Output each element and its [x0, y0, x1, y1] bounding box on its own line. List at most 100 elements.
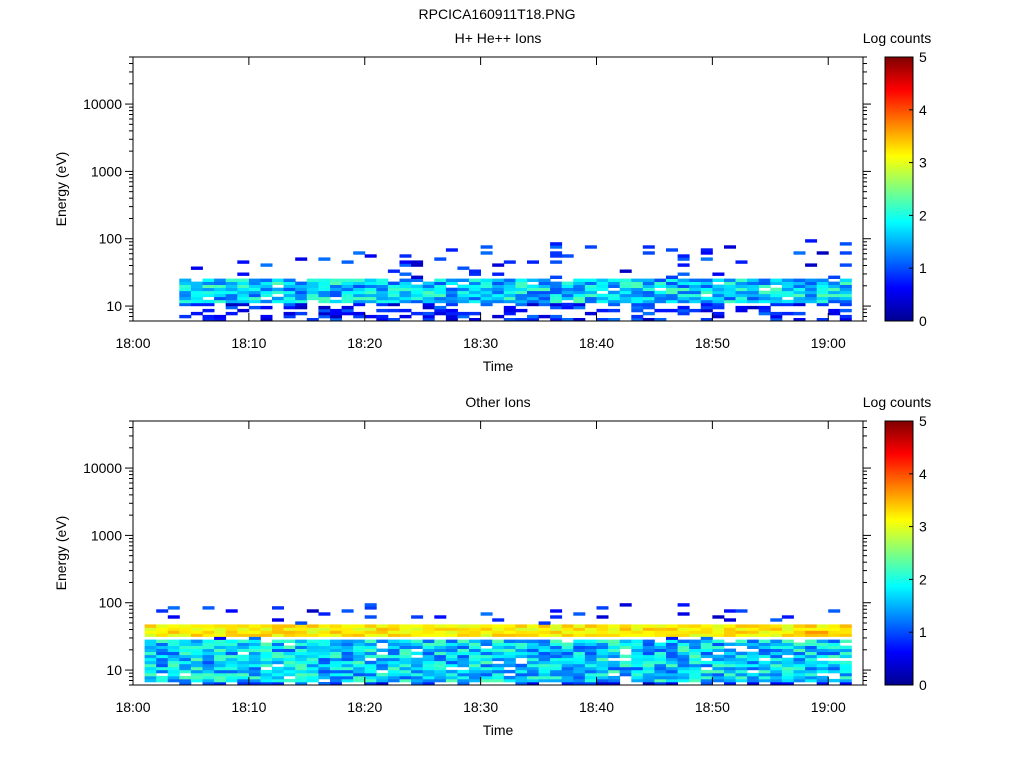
- spectrogram-cell: [167, 630, 180, 634]
- spectrogram-cell: [422, 287, 435, 292]
- spectrogram-cell: [631, 660, 644, 665]
- spectrogram-cell: [619, 630, 632, 634]
- spectrogram-cell: [654, 645, 667, 649]
- spectrogram-cell: [619, 284, 632, 288]
- spectrogram-cell: [399, 648, 412, 652]
- spectrogram-cell: [642, 666, 655, 671]
- spectrogram-cell: [596, 633, 609, 637]
- y-tick-label: 10: [106, 662, 122, 678]
- spectrogram-cell: [689, 657, 702, 662]
- spectrogram-cell: [353, 293, 366, 298]
- spectrogram-cell: [422, 293, 435, 298]
- spectrogram-cell: [283, 627, 296, 631]
- spectrogram-cell: [619, 672, 632, 677]
- spectrogram-cell: [260, 669, 273, 674]
- spectrogram-cell: [434, 648, 447, 652]
- spectrogram-cell: [596, 615, 609, 619]
- spectrogram-cell: [480, 651, 493, 656]
- spectrogram-cell: [237, 284, 250, 288]
- y-axis-label: Energy (eV): [53, 516, 69, 591]
- spectrogram-cell: [619, 660, 632, 665]
- spectrogram-cell: [781, 627, 794, 631]
- spectrogram-cell: [596, 648, 609, 652]
- spectrogram-cell: [724, 669, 736, 674]
- spectrogram-cell: [631, 648, 644, 652]
- spectrogram-cell: [608, 642, 621, 646]
- spectrogram-cell: [283, 296, 296, 301]
- spectrogram-cell: [202, 627, 215, 631]
- spectrogram-cell: [666, 281, 678, 285]
- spectrogram-cell: [828, 281, 841, 285]
- spectrogram-cell: [677, 272, 690, 276]
- spectrogram-cell: [677, 648, 690, 652]
- spectrogram-cell: [666, 648, 678, 652]
- spectrogram-cell: [654, 663, 667, 668]
- spectrogram-cell: [596, 287, 609, 292]
- spectrogram-cell: [387, 654, 400, 659]
- spectrogram-cell: [202, 287, 215, 292]
- spectrogram-cell: [619, 299, 632, 304]
- spectrogram-cell: [214, 672, 227, 677]
- spectrogram-cell: [469, 642, 481, 646]
- spectrogram-cell: [527, 296, 539, 301]
- spectrogram-cell: [272, 651, 284, 656]
- spectrogram-cell: [445, 633, 458, 637]
- spectrogram-cell: [770, 639, 783, 643]
- spectrogram-cell: [260, 293, 273, 298]
- spectrogram-cell: [306, 669, 319, 674]
- spectrogram-cell: [700, 248, 713, 252]
- spectrogram-cell: [167, 627, 180, 631]
- spectrogram-cell: [445, 293, 458, 298]
- spectrogram-cell: [839, 654, 852, 659]
- spectrogram-cell: [457, 675, 470, 680]
- spectrogram-cell: [144, 630, 157, 634]
- spectrogram-cell: [527, 627, 539, 631]
- spectrogram-cell: [747, 296, 760, 301]
- spectrogram-cell: [770, 666, 783, 671]
- spectrogram-cell: [712, 305, 725, 310]
- spectrogram-cell: [399, 669, 412, 674]
- spectrogram-cell: [156, 669, 169, 674]
- spectrogram-cell: [306, 296, 319, 301]
- spectrogram-cell: [353, 648, 366, 652]
- spectrogram-cell: [584, 678, 597, 683]
- spectrogram-cell: [248, 624, 261, 628]
- spectrogram-cell: [214, 284, 227, 288]
- spectrogram-cell: [434, 293, 447, 298]
- spectrogram-cell: [272, 278, 284, 282]
- spectrogram-cell: [735, 260, 748, 264]
- spectrogram-cell: [469, 630, 481, 634]
- spectrogram-cell: [376, 296, 389, 301]
- spectrogram-cell: [469, 678, 481, 683]
- spectrogram-cell: [272, 281, 284, 285]
- spectrogram-cell: [457, 645, 470, 649]
- spectrogram-cell: [237, 296, 250, 301]
- spectrogram-cell: [399, 651, 412, 656]
- spectrogram-cell: [770, 651, 783, 656]
- spectrogram-cell: [376, 660, 389, 665]
- spectrogram-cell: [642, 290, 655, 295]
- spectrogram-cell: [306, 651, 319, 656]
- spectrogram-cell: [330, 651, 342, 656]
- spectrogram-cell: [550, 642, 563, 646]
- spectrogram-cell: [214, 663, 227, 668]
- spectrogram-cell: [492, 627, 505, 631]
- spectrogram-cell: [608, 284, 621, 288]
- spectrogram-cell: [527, 630, 539, 634]
- spectrogram-cell: [527, 284, 539, 288]
- x-tick-label: 18:50: [695, 335, 730, 351]
- spectrogram-cell: [503, 678, 516, 683]
- spectrogram-cell: [364, 672, 377, 677]
- spectrogram-cell: [642, 305, 655, 310]
- spectrogram-cell: [700, 302, 713, 307]
- spectrogram-cell: [434, 663, 447, 668]
- spectrogram-cell: [411, 645, 424, 649]
- spectrogram-cell: [584, 663, 597, 668]
- spectrogram-cell: [225, 287, 238, 292]
- spectrogram-cell: [538, 651, 551, 656]
- spectrogram-cell: [144, 675, 157, 680]
- spectrogram-cell: [712, 669, 725, 674]
- spectrogram-cell: [422, 633, 435, 637]
- spectrogram-cell: [492, 633, 505, 637]
